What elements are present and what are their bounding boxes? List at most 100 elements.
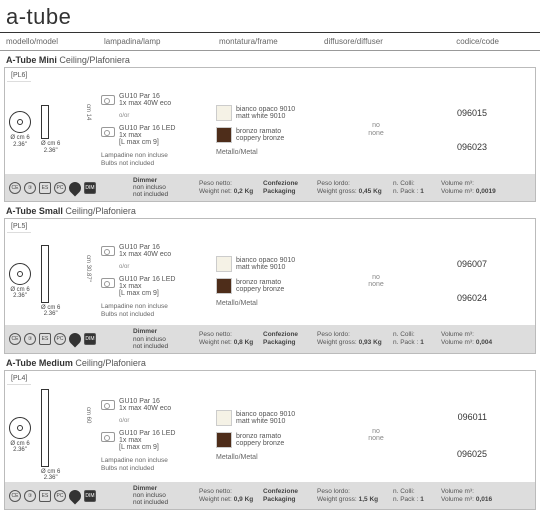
lamp-spec: GU10 Par 161x max 40W eco (119, 93, 171, 107)
cert-icon (67, 487, 84, 504)
cert-icon: PC (54, 333, 66, 345)
dim-label: Ø cm 62.36" (9, 441, 31, 454)
bulb-note: Lampadine non incluseBulbs not included (101, 303, 216, 319)
dim-label: Ø cm 62.36" (41, 141, 60, 154)
swatch-white (216, 105, 232, 121)
product-code: 096015 (457, 108, 487, 118)
variant-box: [PL4] Ø cm 62.36" Ø cm 62.36" cm 60 GU10… (4, 370, 536, 511)
packaging-label: ConfezionePackaging (263, 180, 313, 196)
cert-icon: PC (54, 490, 66, 502)
product-code: 096024 (457, 293, 487, 303)
finish-label: bronzo ramatocoppery bronze (236, 279, 284, 293)
model-diagram: Ø cm 62.36" Ø cm 62.36" cm 14 (9, 86, 101, 174)
bulb-icon (101, 127, 115, 137)
or-label: o/or (101, 418, 216, 424)
variant-tag: [PL6] (7, 70, 31, 82)
variant-footer: CE ③ ES PC DIM Dimmernon inclusonot incl… (5, 482, 535, 509)
variant-box: [PL5] Ø cm 62.36" Ø cm 62.36" cm 30.87" … (4, 218, 536, 353)
weight-net: Peso netto:Weight net:0,2 Kg (199, 180, 259, 196)
model-diagram: Ø cm 62.36" Ø cm 62.36" cm 30.87" (9, 237, 101, 325)
lamp-column: GU10 Par 161x max 40W eco o/or GU10 Par … (101, 237, 216, 325)
swatch-bronze (216, 432, 232, 448)
side-view-icon (41, 105, 49, 139)
bulb-icon (101, 246, 115, 256)
volume: Volume m³:Volume m³:0,0019 (441, 180, 503, 196)
code-column: 096011 096025 (431, 389, 491, 482)
finish-label: bianco opaco 9010matt white 9010 (236, 411, 295, 425)
bulb-icon (101, 432, 115, 442)
diffuser-column: nonone (321, 237, 431, 325)
lamp-spec: GU10 Par 16 LED1x max[L max cm 9] (119, 430, 175, 451)
dim-label: Ø cm 62.36" (9, 135, 31, 148)
height-dim: cm 30.87" (85, 255, 91, 282)
bulb-icon (101, 278, 115, 288)
n-colli: n. Colli:n. Pack :1 (393, 331, 437, 347)
dim-icon: DIM (84, 333, 96, 345)
variant-box: [PL6] Ø cm 62.36" Ø cm 62.36" cm 14 GU10… (4, 67, 536, 202)
lamp-column: GU10 Par 161x max 40W eco o/or GU10 Par … (101, 86, 216, 174)
col-lamp-header: lampadina/lamp (104, 37, 219, 46)
cert-icon: PC (54, 182, 66, 194)
dim-label: Ø cm 62.36" (9, 287, 31, 300)
or-label: o/or (101, 113, 216, 119)
bulb-icon (101, 400, 115, 410)
metal-label: Metallo/Metal (216, 149, 321, 156)
cert-icon: ③ (24, 333, 36, 345)
bulb-note: Lampadine non incluseBulbs not included (101, 457, 216, 473)
finish-label: bianco opaco 9010matt white 9010 (236, 257, 295, 271)
col-diffuser-header: diffusore/diffuser (324, 37, 439, 46)
height-dim: cm 14 (85, 104, 91, 120)
product-code: 096023 (457, 142, 487, 152)
cert-icon: CE (9, 490, 21, 502)
cert-icon (67, 331, 84, 348)
top-view-icon (9, 417, 31, 439)
packaging-label: ConfezionePackaging (263, 331, 313, 347)
cert-icon (67, 179, 84, 196)
height-dim: cm 60 (85, 407, 91, 423)
product-code: 096025 (457, 449, 487, 459)
metal-label: Metallo/Metal (216, 454, 321, 461)
dimmer-note: Dimmernon inclusonot included (133, 177, 195, 198)
lamp-spec: GU10 Par 161x max 40W eco (119, 398, 171, 412)
cert-icon: ③ (24, 490, 36, 502)
dimmer-note: Dimmernon inclusonot included (133, 485, 195, 506)
column-headers: modello/model lampadina/lamp montatura/f… (0, 33, 540, 51)
volume: Volume m³:Volume m³:0,004 (441, 331, 503, 347)
swatch-bronze (216, 278, 232, 294)
swatch-white (216, 410, 232, 426)
dim-label: Ø cm 62.36" (41, 469, 60, 482)
dim-icon: DIM (84, 490, 96, 502)
weight-net: Peso netto:Weight net:0,8 Kg (199, 331, 259, 347)
variant-title: A-Tube Medium Ceiling/Plafoniera (0, 354, 540, 370)
side-view-icon (41, 245, 49, 303)
col-model-header: modello/model (6, 37, 104, 46)
diffuser-column: nonone (321, 389, 431, 482)
top-view-icon (9, 111, 31, 133)
variant-title: A-Tube Mini Ceiling/Plafoniera (0, 51, 540, 67)
frame-column: bianco opaco 9010matt white 9010 bronzo … (216, 237, 321, 325)
cert-icons: CE ③ ES PC DIM (9, 490, 129, 502)
n-colli: n. Colli:n. Pack :1 (393, 180, 437, 196)
code-column: 096007 096024 (431, 237, 491, 325)
variant-tag: [PL5] (7, 221, 31, 233)
dim-icon: DIM (84, 182, 96, 194)
page-title: a-tube (0, 0, 540, 33)
variant-footer: CE ③ ES PC DIM Dimmernon inclusonot incl… (5, 174, 535, 201)
or-label: o/or (101, 264, 216, 270)
code-column: 096015 096023 (431, 86, 491, 174)
bulb-note: Lampadine non incluseBulbs not included (101, 152, 216, 168)
cert-icon: CE (9, 333, 21, 345)
finish-label: bianco opaco 9010matt white 9010 (236, 106, 295, 120)
model-diagram: Ø cm 62.36" Ø cm 62.36" cm 60 (9, 389, 101, 482)
n-colli: n. Colli:n. Pack :1 (393, 488, 437, 504)
finish-label: bronzo ramatocoppery bronze (236, 433, 284, 447)
swatch-white (216, 256, 232, 272)
cert-icons: CE ③ ES PC DIM (9, 333, 129, 345)
top-view-icon (9, 263, 31, 285)
dim-label: Ø cm 62.36" (41, 305, 60, 318)
swatch-bronze (216, 127, 232, 143)
metal-label: Metallo/Metal (216, 300, 321, 307)
volume: Volume m³:Volume m³:0,016 (441, 488, 503, 504)
packaging-label: ConfezionePackaging (263, 488, 313, 504)
side-view-icon (41, 389, 49, 467)
